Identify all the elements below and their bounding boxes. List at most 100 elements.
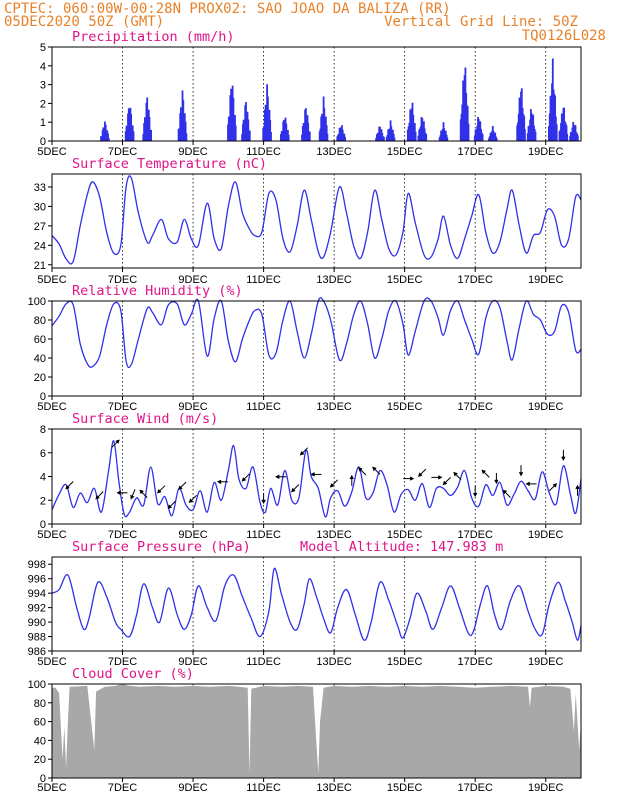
x-tick-label: 5DEC <box>37 782 66 794</box>
x-tick-label: 17DEC <box>457 146 493 158</box>
y-tick-label: 4 <box>40 61 46 73</box>
x-tick-label: 7DEC <box>108 782 137 794</box>
x-tick-label: 15DEC <box>387 401 423 413</box>
y-tick-label: 40 <box>34 735 46 747</box>
wind-arrow-head <box>417 472 423 477</box>
precip-bar <box>132 131 135 141</box>
x-tick-label: 5DEC <box>37 274 66 286</box>
x-tick-label: 9DEC <box>178 146 207 158</box>
wind-arrow-head <box>329 483 335 488</box>
wind-arrow-head <box>157 489 162 494</box>
precip-bar <box>566 133 569 141</box>
x-tick-label: 19DEC <box>528 529 564 541</box>
wind-arrow-head <box>481 469 486 474</box>
precip-bar <box>107 138 110 141</box>
y-tick-label: 998 <box>28 559 46 571</box>
panel-4: 986 988 990 992 994 996 998 5DEC 7DEC 9DEC 11DEC 13… <box>28 539 582 668</box>
wind-arrow-head <box>167 504 172 509</box>
y-tick-label: 21 <box>34 260 46 272</box>
panel-title: Surface Pressure (hPa) <box>72 539 251 555</box>
wind-arrow-head <box>310 472 315 477</box>
x-tick-label: 9DEC <box>178 401 207 413</box>
x-tick-label: 5DEC <box>37 529 66 541</box>
series-line <box>51 175 582 265</box>
precip-bar <box>524 129 526 141</box>
x-tick-label: 7DEC <box>108 656 137 668</box>
y-tick-label: 0 <box>40 391 46 403</box>
y-tick-label: 2 <box>40 495 46 507</box>
x-tick-label: 19DEC <box>528 782 564 794</box>
precip-bar <box>383 136 385 141</box>
y-tick-label: 4 <box>40 472 46 484</box>
wind-arrow-head <box>358 467 363 472</box>
y-tick-label: 988 <box>28 632 46 644</box>
y-tick-label: 27 <box>34 221 46 233</box>
x-tick-label: 7DEC <box>108 274 137 286</box>
y-tick-label: 5 <box>40 42 46 54</box>
panel-frame <box>51 683 582 779</box>
precip-bar <box>247 119 250 141</box>
header-line1: CPTEC: 060:00W-00:28N PROX02: SAO JOAO D… <box>4 1 451 17</box>
precip-bar <box>248 130 251 141</box>
precip-bar <box>446 137 449 141</box>
x-tick-label: 5DEC <box>37 146 66 158</box>
precip-bar <box>555 124 558 141</box>
precip-bar <box>104 124 107 141</box>
x-tick-label: 11DEC <box>246 146 281 158</box>
x-tick-label: 7DEC <box>108 146 137 158</box>
model-altitude-label: Model Altitude: 147.983 m <box>300 539 503 555</box>
x-tick-label: 17DEC <box>457 529 493 541</box>
x-tick-label: 13DEC <box>316 146 352 158</box>
y-tick-label: 0 <box>40 773 46 785</box>
precip-bar <box>184 121 187 141</box>
wind-arrow-head <box>139 489 144 494</box>
panel-title: Surface Wind (m/s) <box>72 411 218 427</box>
x-tick-label: 13DEC <box>316 401 352 413</box>
precip-bar <box>234 125 237 141</box>
panel-frame <box>51 46 582 142</box>
wind-arrow-head <box>372 466 377 471</box>
header: CPTEC: 060:00W-00:28N PROX02: SAO JOAO D… <box>4 1 606 44</box>
series-line <box>51 297 582 369</box>
y-tick-label: 60 <box>34 717 46 729</box>
panel-title: Surface Temperature (nC) <box>72 156 267 172</box>
y-tick-label: 80 <box>34 698 46 710</box>
wind-arrow-head <box>130 495 135 500</box>
y-tick-label: 0 <box>40 519 46 531</box>
precip-bar <box>270 132 272 141</box>
precip-bar <box>148 117 151 141</box>
wind-arrow-head <box>442 480 447 486</box>
precip-bar <box>344 136 346 141</box>
x-tick-label: 15DEC <box>387 146 423 158</box>
wind-arrows <box>65 439 580 509</box>
precip-bar <box>287 134 290 141</box>
precip-bar <box>481 134 484 141</box>
x-tick-label: 19DEC <box>528 146 564 158</box>
x-tick-label: 5DEC <box>37 656 66 668</box>
y-tick-label: 33 <box>34 182 46 194</box>
x-tick-label: 17DEC <box>457 782 493 794</box>
precip-bar <box>393 137 396 141</box>
wind-arrow-head <box>116 490 121 495</box>
x-tick-label: 13DEC <box>316 656 352 668</box>
y-tick-label: 994 <box>28 588 46 600</box>
wind-arrow-head <box>438 475 443 480</box>
panel-title: Relative Humidity (%) <box>72 283 243 299</box>
y-tick-label: 24 <box>34 240 46 252</box>
y-tick-label: 3 <box>40 80 46 92</box>
x-tick-label: 19DEC <box>528 656 564 668</box>
y-tick-label: 100 <box>28 679 46 691</box>
panel-frame <box>51 556 582 652</box>
x-tick-label: 15DEC <box>387 529 423 541</box>
x-tick-label: 7DEC <box>108 529 137 541</box>
x-tick-label: 9DEC <box>178 529 207 541</box>
x-tick-label: 17DEC <box>457 274 493 286</box>
y-tick-label: 80 <box>34 315 46 327</box>
precip-bar <box>269 120 272 141</box>
precip-bar <box>467 123 470 141</box>
x-tick-label: 11DEC <box>246 782 281 794</box>
panel-title: Cloud Cover (%) <box>72 666 194 682</box>
y-tick-label: 992 <box>28 603 46 615</box>
precip-bar <box>107 133 109 141</box>
